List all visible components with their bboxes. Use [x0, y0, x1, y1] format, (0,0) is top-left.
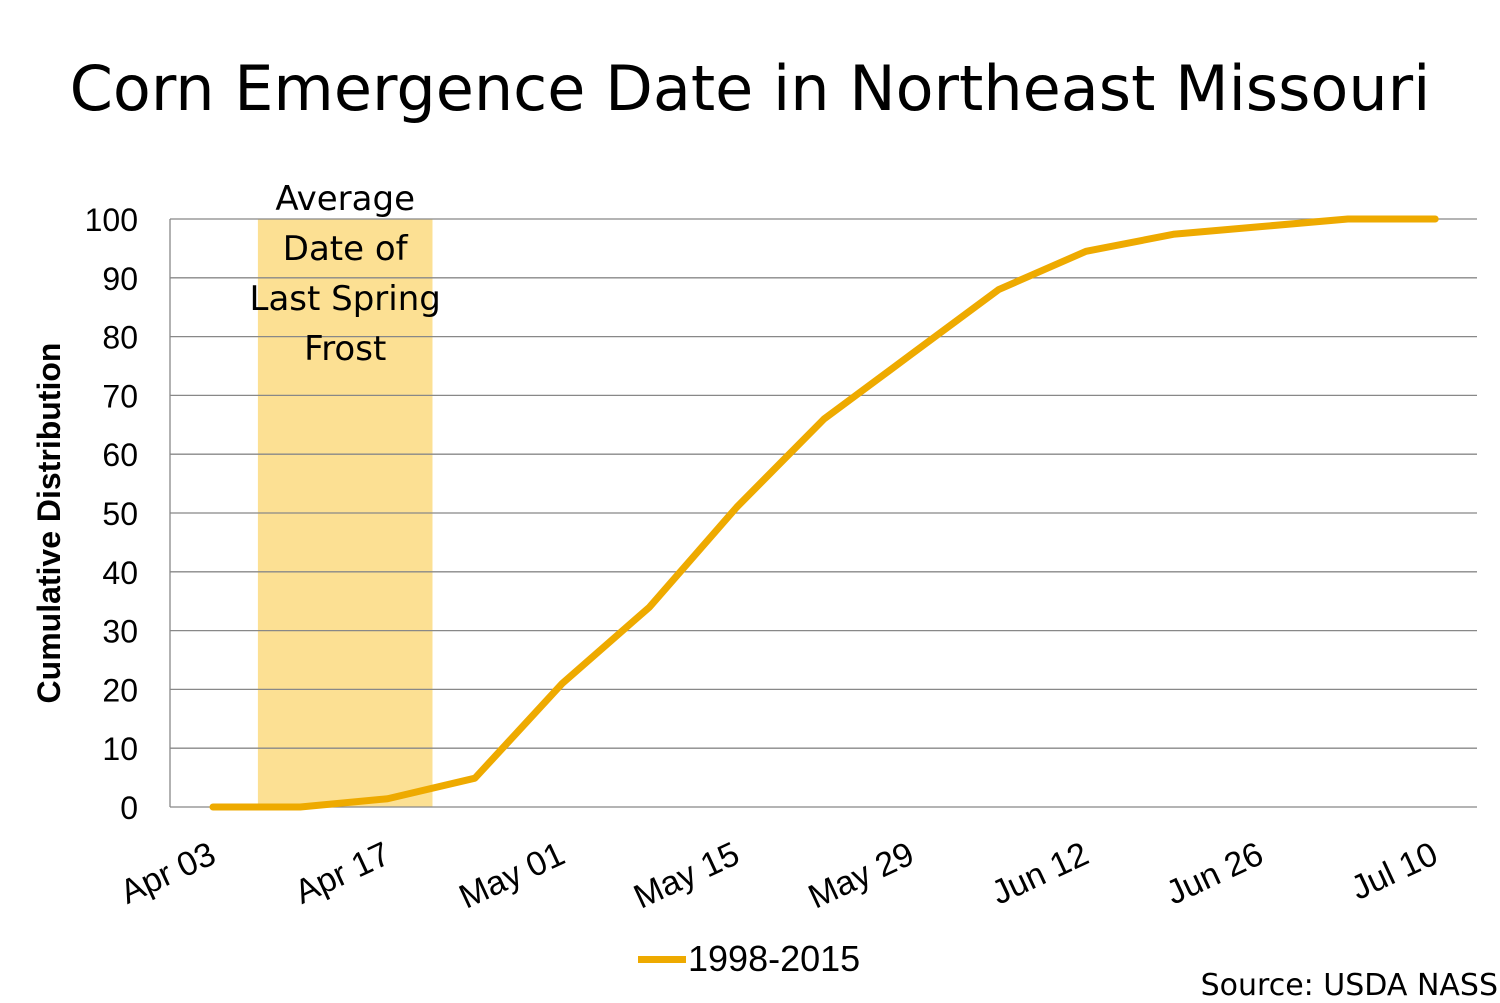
x-tick-label: Jun 26 [1160, 835, 1269, 913]
source-note: Source: USDA NASS [1200, 968, 1498, 1003]
x-tick-label: May 01 [453, 835, 570, 917]
x-tick-label: Jul 10 [1345, 835, 1443, 908]
series-line [209, 215, 1439, 811]
legend: 1998-2015 [638, 938, 860, 980]
legend-label: 1998-2015 [688, 938, 861, 979]
y-axis-label: Cumulative Distribution [31, 343, 67, 704]
annotation-text: Last Spring [250, 279, 441, 319]
annotation-text: Average [275, 179, 415, 219]
y-tick-label: 20 [102, 672, 138, 708]
x-tick-label: Apr 17 [289, 835, 396, 912]
annotation-text: Frost [304, 329, 386, 369]
y-tick-label: 10 [102, 731, 138, 767]
x-tick-label: May 29 [803, 835, 920, 917]
y-tick-label: 30 [102, 614, 138, 650]
chart-title: Corn Emergence Date in Northeast Missour… [69, 52, 1431, 125]
y-tick-label: 90 [102, 261, 138, 297]
annotation-text: Date of [283, 229, 409, 269]
y-tick-label: 50 [102, 496, 138, 532]
x-tick-label: Jun 12 [986, 835, 1095, 913]
y-tick-label: 70 [102, 378, 138, 414]
x-tick-label: Apr 03 [115, 835, 222, 912]
x-tick-label: May 15 [628, 835, 745, 917]
y-tick-label: 100 [85, 202, 138, 238]
y-tick-label: 0 [120, 790, 138, 826]
y-tick-label: 80 [102, 320, 138, 356]
y-tick-label: 60 [102, 437, 138, 473]
y-tick-label: 40 [102, 555, 138, 591]
legend-swatch [638, 955, 686, 963]
